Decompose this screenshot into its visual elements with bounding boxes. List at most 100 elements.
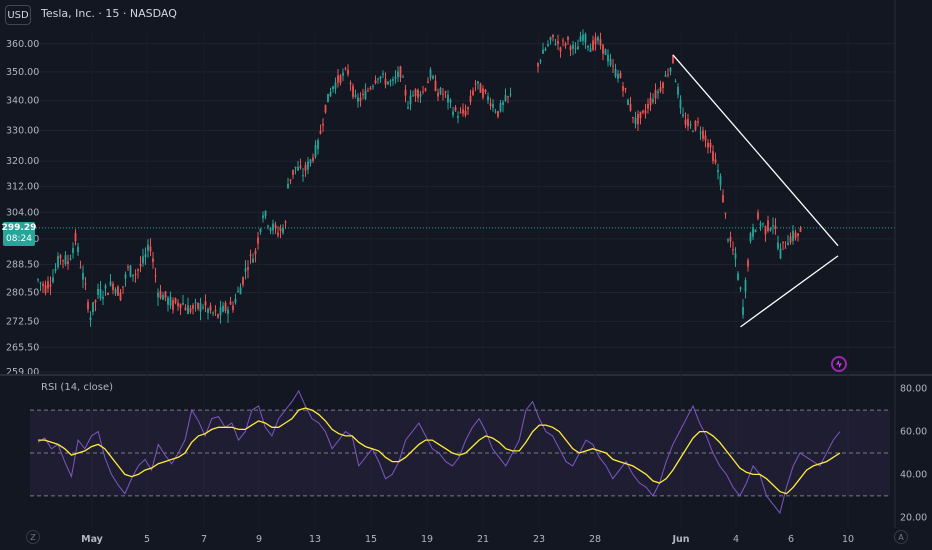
candle-body	[499, 103, 502, 112]
candle-body	[542, 49, 544, 54]
y-tick-label: 280.50	[6, 288, 39, 299]
candle-body	[647, 104, 649, 109]
candle-body	[194, 302, 197, 304]
candle-body	[749, 233, 752, 242]
candle-body	[274, 224, 277, 228]
currency-button[interactable]: USD	[5, 5, 31, 25]
candle-body	[572, 44, 574, 49]
rsi-y-tick-label: 20.00	[900, 512, 927, 523]
x-tick-label: 23	[533, 534, 545, 545]
candle-body	[469, 95, 472, 102]
y-tick-label: 340.00	[6, 96, 39, 107]
candle-body	[312, 157, 314, 162]
candle-body	[57, 256, 59, 268]
candle-body	[642, 110, 644, 113]
candle-body	[582, 34, 584, 41]
y-tick-label: 272.50	[6, 316, 39, 327]
x-tick-label: 4	[733, 534, 739, 545]
candle-body	[594, 37, 597, 45]
x-tick-label: May	[81, 534, 104, 545]
candle-body	[67, 261, 69, 265]
candle-body	[384, 78, 387, 85]
candle-body	[462, 109, 464, 114]
candle-body	[272, 223, 274, 231]
candle-body	[204, 301, 207, 306]
candle-body	[567, 36, 569, 40]
candle-body	[757, 212, 759, 219]
candle-body	[229, 301, 232, 305]
candle-body	[627, 99, 629, 105]
candle-body	[357, 97, 359, 102]
rsi-indicator-label[interactable]: RSI (14, close)	[41, 382, 114, 393]
candle-body	[102, 296, 104, 299]
candle-body	[209, 305, 212, 311]
candle-body	[339, 75, 342, 84]
candle-body	[557, 41, 559, 44]
candle-body	[354, 95, 357, 97]
candle-body	[297, 166, 299, 171]
candle-body	[59, 255, 62, 259]
candle-body	[719, 176, 722, 186]
candle-body	[664, 75, 667, 77]
candle-body	[177, 302, 179, 307]
candle-body	[799, 228, 802, 232]
candle-body	[232, 305, 234, 310]
zoom-reset-icon[interactable]: Z	[26, 530, 40, 544]
y-tick-label: 288.50	[6, 259, 39, 270]
candle-body	[537, 63, 539, 67]
candle-body	[409, 95, 412, 105]
candle-body	[424, 88, 427, 91]
candle-body	[769, 228, 772, 231]
candle-body	[139, 263, 142, 267]
candle-body	[157, 292, 159, 298]
candle-body	[497, 111, 499, 117]
candle-body	[164, 291, 167, 298]
trendline	[672, 54, 839, 247]
candle-body	[234, 298, 237, 303]
candle-body	[54, 268, 57, 271]
candle-body	[747, 260, 749, 267]
candle-body	[267, 225, 269, 227]
candle-body	[332, 86, 334, 90]
candle-body	[52, 277, 54, 282]
candle-body	[147, 244, 149, 251]
candle-body	[349, 82, 352, 85]
candle-body	[487, 96, 489, 101]
candle-body	[259, 228, 262, 232]
candle-body	[167, 297, 169, 305]
candle-body	[319, 130, 322, 134]
candle-body	[599, 39, 602, 46]
rsi-y-tick-label: 60.00	[900, 427, 927, 438]
auto-scale-icon[interactable]: A	[894, 530, 908, 544]
candle-body	[667, 74, 669, 76]
candle-body	[559, 47, 562, 52]
rsi-y-tick-label: 80.00	[900, 384, 927, 395]
candle-body	[779, 248, 782, 259]
rsi-ma-line	[38, 407, 841, 495]
candle-body	[379, 76, 382, 79]
candle-body	[549, 37, 552, 41]
candle-body	[324, 104, 327, 113]
candle-body	[242, 277, 244, 285]
candle-body	[639, 111, 642, 118]
candle-body	[362, 93, 364, 95]
candle-body	[47, 281, 49, 289]
candle-body	[564, 43, 567, 46]
candle-body	[277, 232, 279, 236]
candle-body	[729, 236, 732, 242]
candle-body	[392, 79, 394, 81]
candle-body	[679, 99, 682, 109]
candle-body	[604, 49, 607, 55]
candle-body	[484, 89, 487, 92]
candle-body	[399, 66, 402, 78]
x-tick-label: 5	[144, 534, 150, 545]
candle-body	[344, 68, 347, 70]
candle-body	[784, 247, 787, 249]
candle-body	[722, 195, 724, 203]
y-tick-label: 265.50	[6, 342, 39, 353]
candle-body	[609, 59, 612, 66]
candle-body	[459, 112, 462, 114]
candle-body	[302, 175, 304, 177]
candle-body	[69, 258, 72, 260]
